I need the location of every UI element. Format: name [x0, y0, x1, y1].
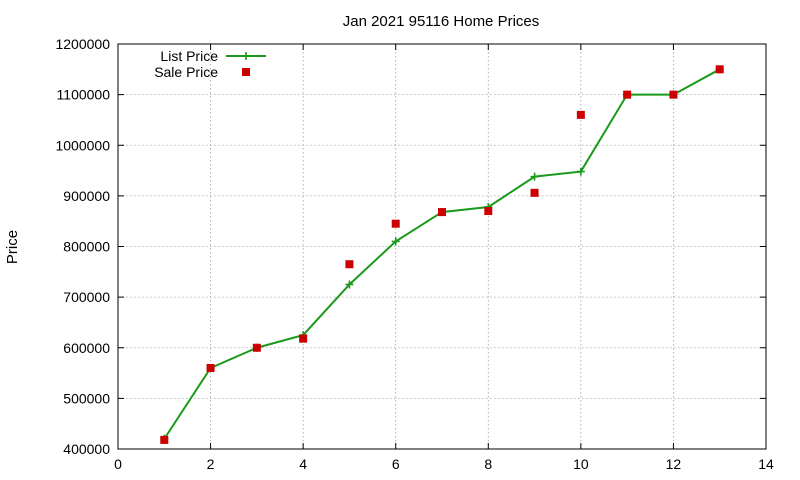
y-tick-label: 1200000	[55, 36, 110, 52]
data-point-square	[530, 188, 539, 197]
y-axis-label: Price	[4, 230, 21, 264]
x-tick-label: 6	[392, 456, 400, 472]
data-point-square	[715, 65, 724, 74]
series-layer	[160, 65, 724, 444]
data-point-square	[576, 110, 585, 119]
data-point-square	[484, 207, 493, 216]
data-point-square	[623, 90, 632, 99]
x-tick-label: 14	[758, 456, 774, 472]
x-tick-label: 12	[666, 456, 682, 472]
data-point-cross	[530, 172, 539, 181]
y-tick-label: 600000	[63, 340, 110, 356]
data-point-square	[345, 260, 354, 269]
legend-cross-marker	[242, 52, 250, 60]
x-tick-label: 4	[299, 456, 307, 472]
data-point-square	[299, 334, 308, 343]
y-tick-label: 1100000	[57, 87, 111, 103]
y-tick-label: 1000000	[55, 137, 110, 153]
data-point-square	[206, 364, 215, 372]
x-tick-label: 0	[114, 456, 122, 472]
legend-square-marker	[242, 68, 250, 76]
data-point-cross	[576, 167, 585, 176]
data-point-square	[391, 219, 400, 228]
data-point-cross	[391, 237, 400, 246]
y-tick-label: 900000	[63, 188, 110, 204]
data-point-square	[252, 343, 261, 352]
y-tick-label: 800000	[63, 239, 110, 255]
y-tick-label: 700000	[63, 289, 110, 305]
legend-label: Sale Price	[154, 64, 218, 80]
series-line	[163, 68, 721, 440]
x-tick-label: 10	[573, 456, 589, 472]
series-list-price	[160, 65, 724, 443]
chart-title: Jan 2021 95116 Home Prices	[343, 13, 540, 30]
data-point-square	[160, 435, 169, 444]
series-sale-price	[160, 65, 724, 444]
grid-lines	[118, 44, 766, 449]
axis-ticks: 0 2 4 6 8 10 12 14 400000 500000 600000 700000 80000…	[55, 36, 774, 472]
data-point-square	[438, 208, 446, 217]
legend-label: List Price	[160, 48, 218, 64]
x-tick-label: 8	[484, 456, 492, 472]
plot-frame	[117, 43, 767, 450]
y-tick-label: 500000	[63, 390, 110, 406]
data-point-cross	[345, 280, 354, 289]
y-tick-label: 400000	[63, 441, 110, 457]
data-point-square	[669, 90, 678, 99]
x-tick-label: 2	[207, 456, 215, 472]
